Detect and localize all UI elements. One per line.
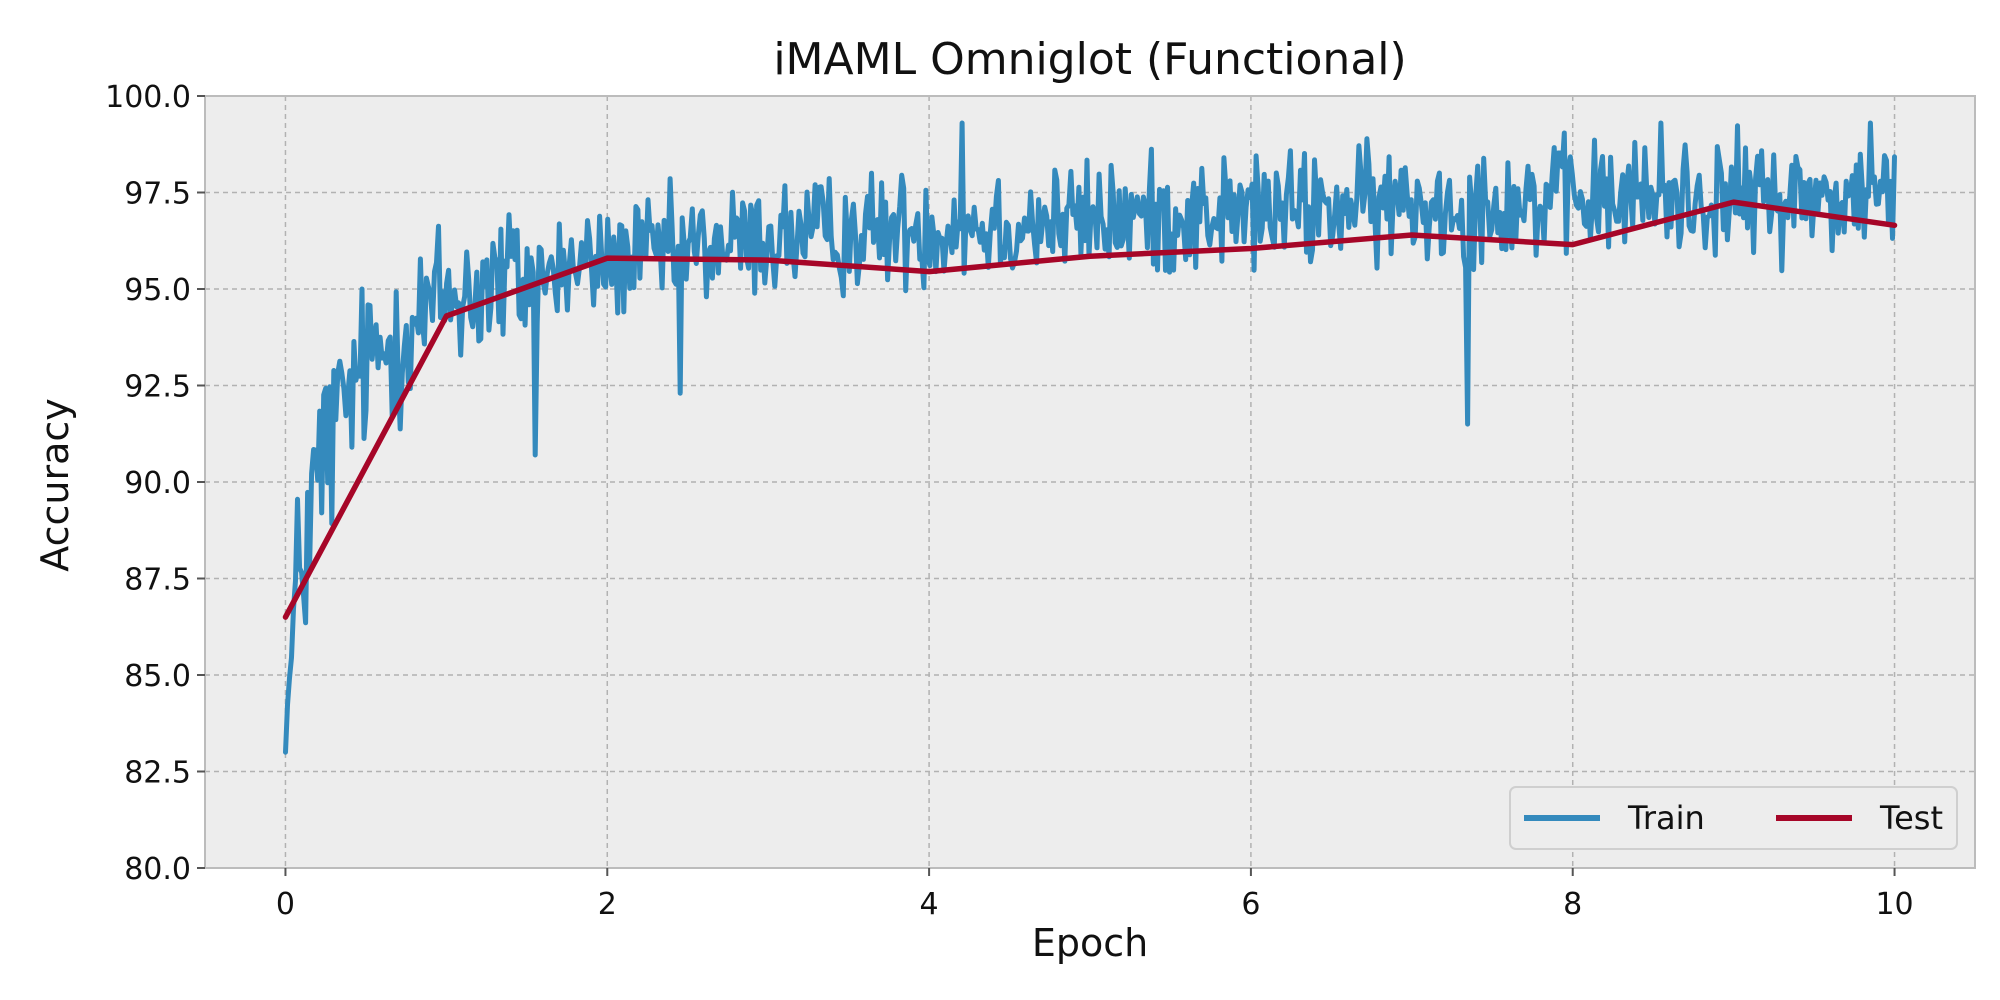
y-tick-label: 82.5 — [124, 756, 191, 791]
y-tick-label: 87.5 — [124, 563, 191, 598]
x-tick-label: 10 — [1875, 887, 1913, 922]
x-tick-label: 0 — [276, 887, 295, 922]
y-tick-label: 80.0 — [124, 852, 191, 887]
y-axis-ticks: 80.0 82.5 85.0 87.5 90.0 92.5 95.0 97.5 100.0 — [105, 80, 205, 887]
chart-title: iMAML Omniglot (Functional) — [773, 34, 1406, 85]
legend-box — [1509, 786, 1958, 850]
x-tick-label: 2 — [598, 887, 617, 922]
series-layer — [282, 120, 1898, 755]
x-axis-label: Epoch — [1032, 921, 1148, 965]
y-tick-label: 90.0 — [124, 466, 191, 501]
y-tick-label: 92.5 — [124, 370, 191, 405]
y-tick-label: 100.0 — [105, 80, 191, 115]
x-axis-ticks: 0 2 4 6 8 10 — [276, 868, 1914, 922]
x-tick-label: 4 — [920, 887, 939, 922]
legend-label-test: Test — [1879, 799, 1943, 837]
y-axis-label: Accuracy — [33, 398, 77, 572]
series-line-train — [283, 120, 1897, 755]
y-tick-label: 85.0 — [124, 659, 191, 694]
legend-label-train: Train — [1627, 799, 1705, 837]
y-tick-label: 95.0 — [124, 273, 191, 308]
x-tick-label: 8 — [1563, 887, 1582, 922]
legend: Train Test — [1509, 786, 1958, 850]
y-tick-label: 97.5 — [124, 177, 191, 212]
x-tick-label: 6 — [1241, 887, 1260, 922]
series-line-test — [282, 199, 1898, 620]
